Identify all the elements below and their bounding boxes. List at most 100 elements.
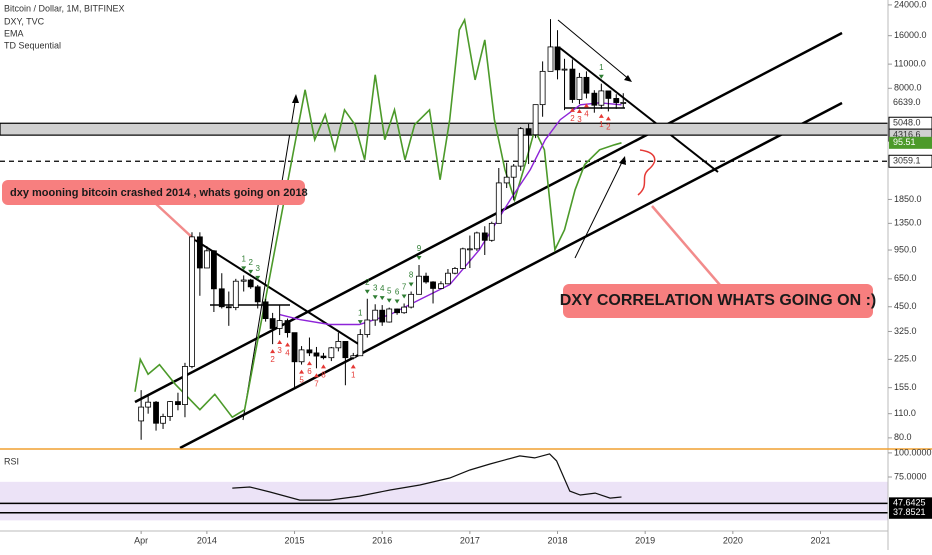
- arrow: [574, 157, 625, 259]
- td-marker: [357, 320, 363, 325]
- rsi-tick-label: 100.0000: [894, 447, 932, 457]
- candle-body: [561, 68, 568, 71]
- candle-body: [313, 352, 320, 357]
- y-tick-label: 80.0: [894, 432, 912, 442]
- callout-text: DXY CORRELATION WHATS GOING ON :): [560, 292, 876, 309]
- candle-body: [262, 301, 269, 319]
- candle-body: [350, 355, 357, 359]
- td-marker: [379, 296, 385, 301]
- td-count: 1: [599, 63, 604, 72]
- x-tick-label: 2017: [460, 535, 480, 545]
- price-label: 4316.6: [893, 130, 921, 140]
- candle-body: [525, 128, 532, 136]
- td-marker: [285, 342, 291, 347]
- td-count: 7: [314, 379, 319, 388]
- y-tick-label: 110.0: [894, 408, 916, 418]
- candle-body: [240, 279, 247, 282]
- x-tick-label: 2020: [723, 535, 743, 545]
- td-marker: [248, 269, 254, 274]
- arrow: [242, 95, 297, 421]
- td-marker: [576, 109, 582, 114]
- td-marker: [306, 361, 312, 366]
- level-zone: [0, 122, 889, 136]
- candle-body: [416, 275, 422, 295]
- candle-body: [320, 355, 327, 359]
- series-line: [279, 102, 622, 326]
- price-label-box: [888, 154, 932, 168]
- y-tick-label: 155.0: [894, 382, 917, 392]
- candle-body: [284, 320, 291, 334]
- candle-body: [167, 401, 173, 417]
- callout-pointer: [651, 205, 721, 286]
- td-marker: [350, 364, 356, 369]
- candle-body: [459, 248, 466, 269]
- td-marker: [364, 289, 370, 294]
- candle-body: [473, 232, 480, 250]
- candle-body: [620, 102, 627, 104]
- candle-body: [189, 236, 195, 367]
- candle-body: [175, 401, 181, 405]
- candle-body: [342, 341, 349, 359]
- x-tick-label: 2014: [197, 535, 217, 545]
- callout-pointer: [154, 202, 196, 241]
- channel-line: [179, 101, 843, 450]
- td-count: 2: [365, 278, 370, 287]
- candle-body: [605, 90, 612, 99]
- legend-title: Bitcoin / Dollar, 1M, BITFINEX: [4, 3, 125, 13]
- candle-body: [335, 341, 342, 349]
- price-label: 5048.0: [893, 118, 921, 128]
- td-marker: [408, 282, 414, 287]
- td-count: 2: [570, 114, 575, 123]
- candle-body: [554, 46, 561, 71]
- y-tick-label: 16000.0: [894, 30, 927, 40]
- rsi-label: 47.6425: [893, 498, 926, 508]
- legend-entry: DXY, TVC: [4, 16, 45, 26]
- candle-body: [372, 309, 379, 321]
- candle-body: [386, 308, 393, 323]
- legend-entry: TD Sequential: [4, 40, 61, 50]
- candle-body: [145, 401, 152, 408]
- td-marker: [401, 294, 407, 299]
- td-marker: [569, 107, 575, 112]
- candle-body: [210, 250, 217, 290]
- triangle-line: [194, 239, 361, 346]
- candle-body: [298, 349, 305, 363]
- arrow: [557, 19, 631, 81]
- td-count: 3: [277, 346, 282, 355]
- series-line: [134, 17, 622, 419]
- candle-body: [517, 128, 524, 167]
- td-marker: [320, 364, 326, 369]
- candle-body: [452, 268, 458, 274]
- callout-text: dxy mooning bitcoin crashed 2014 , whats…: [10, 187, 308, 199]
- candle-body: [503, 176, 510, 184]
- candle-body: [532, 104, 539, 136]
- rsi-title: RSI: [4, 456, 19, 466]
- arrow-head: [619, 156, 626, 165]
- td-count: 7: [402, 283, 407, 292]
- x-tick-label: 2015: [285, 535, 305, 545]
- candle-body: [160, 416, 166, 424]
- candle-body: [423, 275, 429, 283]
- td-marker: [270, 349, 276, 354]
- channel-line: [134, 31, 843, 404]
- callout-box: [563, 284, 873, 318]
- rsi-tick-label: 75.0000: [894, 471, 927, 481]
- candle-body: [547, 46, 554, 72]
- legend: Bitcoin / Dollar, 1M, BITFINEX DXY, TVC …: [4, 3, 125, 466]
- callout-box: [2, 180, 305, 205]
- x-tick-label: 2018: [548, 535, 568, 545]
- td-count: 5: [387, 287, 392, 296]
- candle-body: [445, 272, 451, 285]
- td-marker: [605, 116, 611, 121]
- candle-body: [510, 165, 517, 178]
- td-count: 4: [380, 284, 385, 293]
- td-count: 2: [270, 355, 275, 364]
- dxy-label-box: [889, 136, 932, 149]
- triangle-line: [559, 47, 719, 173]
- price-label-box: [888, 95, 932, 109]
- td-count: 9: [417, 244, 422, 253]
- y-tick-label: 950.0: [894, 244, 917, 254]
- candle-body: [539, 70, 546, 106]
